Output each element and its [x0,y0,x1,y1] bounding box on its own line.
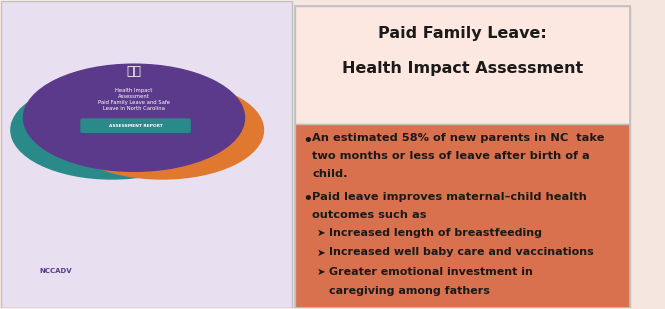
Text: caregiving among fathers: caregiving among fathers [329,286,489,296]
Text: Greater emotional investment in: Greater emotional investment in [329,267,533,277]
Text: Paid leave improves maternal–child health: Paid leave improves maternal–child healt… [312,193,587,202]
Circle shape [23,64,245,171]
Text: Health Impact
Assessment
Paid Family Leave and Safe
Leave in North Carolina: Health Impact Assessment Paid Family Lea… [98,88,170,111]
Text: ➤: ➤ [317,228,326,238]
FancyBboxPatch shape [80,118,191,133]
FancyBboxPatch shape [295,6,630,124]
FancyBboxPatch shape [1,1,292,308]
Text: NCCADV: NCCADV [39,268,72,274]
Text: ⛹⛹: ⛹⛹ [126,65,142,78]
Text: Increased length of breastfeeding: Increased length of breastfeeding [329,228,541,238]
Circle shape [61,81,263,179]
Text: •: • [303,190,313,208]
Text: ➤: ➤ [317,248,326,257]
Text: Paid Family Leave:: Paid Family Leave: [378,26,547,41]
Text: two months or less of leave after birth of a: two months or less of leave after birth … [312,151,590,161]
Text: child.: child. [312,169,348,179]
Text: ➤: ➤ [317,267,326,277]
Text: Health Impact Assessment: Health Impact Assessment [342,61,583,76]
Text: •: • [303,132,313,150]
Text: Increased well baby care and vaccinations: Increased well baby care and vaccination… [329,248,593,257]
Circle shape [11,81,213,179]
Text: outcomes such as: outcomes such as [312,210,427,220]
Text: An estimated 58% of new parents in NC  take: An estimated 58% of new parents in NC ta… [312,133,604,143]
Text: ASSESSMENT REPORT: ASSESSMENT REPORT [109,124,163,128]
FancyBboxPatch shape [295,124,630,308]
